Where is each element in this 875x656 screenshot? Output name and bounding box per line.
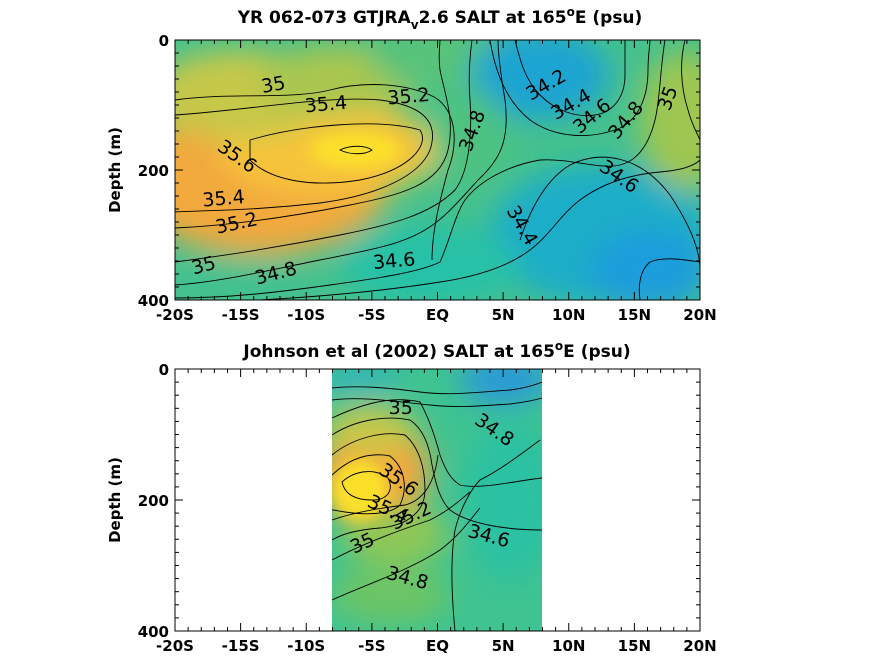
bottom-xtick-label: 20N xyxy=(683,637,716,655)
top-xtick-label: -15S xyxy=(222,306,260,324)
top-contour-label: 34.6 xyxy=(372,248,416,274)
top-contour-label: 35.4 xyxy=(304,92,348,118)
bottom-contour-lines xyxy=(332,381,542,631)
bottom-title: Johnson et al (2002) SALT at 165oE (psu) xyxy=(242,339,630,362)
bottom-ytick-label: 200 xyxy=(138,492,169,510)
top-panel: YR 062-073 GTJRAv2.6 SALT at 165oE (psu) xyxy=(106,5,717,324)
top-xtick-label: 5N xyxy=(492,306,515,324)
bottom-xtick-label: -20S xyxy=(156,637,194,655)
top-contour-label: 35.4 xyxy=(201,186,245,212)
top-xtick-label: 20N xyxy=(683,306,716,324)
bottom-xtick-label: EQ xyxy=(426,637,449,655)
top-salinity-field xyxy=(175,40,700,300)
top-xtick-label: 15N xyxy=(618,306,651,324)
top-xtick-label: -20S xyxy=(156,306,194,324)
bottom-ytick-label: 0 xyxy=(159,361,169,379)
bottom-xtick-label: 15N xyxy=(618,637,651,655)
top-xtick-label: EQ xyxy=(426,306,449,324)
top-ylabel: Depth (m) xyxy=(106,127,124,213)
bottom-xtick-label: -10S xyxy=(287,637,325,655)
bottom-panel: Johnson et al (2002) SALT at 165oE (psu) xyxy=(106,339,717,655)
bottom-xtick-label: 5N xyxy=(492,637,515,655)
bottom-ylabel: Depth (m) xyxy=(106,457,124,543)
top-ytick-label: 0 xyxy=(159,32,169,50)
bottom-xtick-label: -15S xyxy=(222,637,260,655)
top-xtick-label: -5S xyxy=(358,306,385,324)
top-ytick-label: 400 xyxy=(138,292,169,310)
top-contour-label: 35 xyxy=(260,72,288,98)
top-title: YR 062-073 GTJRAv2.6 SALT at 165oE (psu) xyxy=(237,5,643,32)
bottom-ytick-label: 400 xyxy=(138,623,169,641)
top-ytick-label: 200 xyxy=(138,162,169,180)
bottom-xtick-label: -5S xyxy=(358,637,385,655)
top-xtick-label: 10N xyxy=(552,306,585,324)
top-contour-lines xyxy=(175,40,700,300)
bottom-xtick-label: 10N xyxy=(552,637,585,655)
bottom-ticks: -20S -15S -10S -5S EQ 5N 10N 15N 20N 0 200 400 xyxy=(138,361,717,655)
top-contour-label: 35.2 xyxy=(387,84,431,110)
bottom-contour-label: 35 xyxy=(389,397,413,419)
top-xtick-label: -10S xyxy=(287,306,325,324)
bottom-salinity-field xyxy=(332,369,542,631)
top-ticks: -20S -15S -10S -5S EQ 5N 10N 15N 20N 0 200 400 xyxy=(138,32,717,324)
